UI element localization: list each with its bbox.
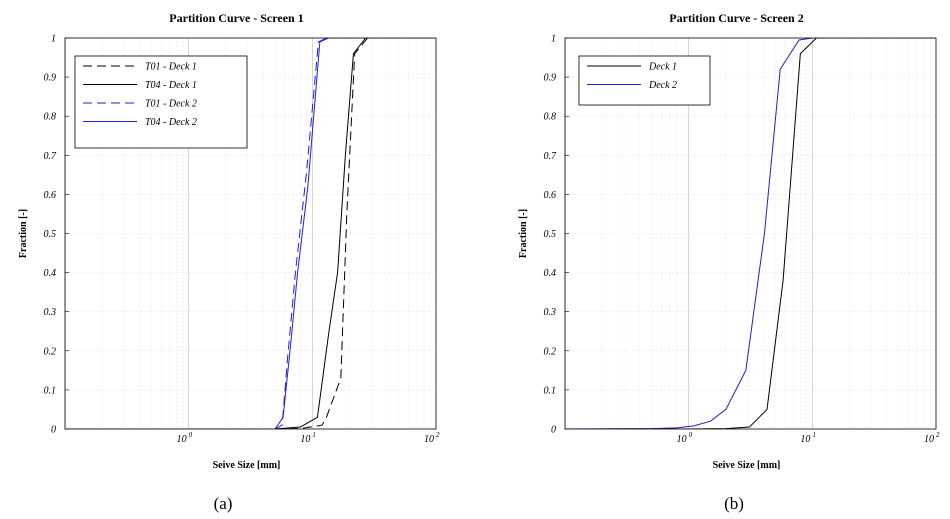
x-tick-label-exponent: 0 (689, 431, 693, 439)
y-tick-label: 0.3 (44, 307, 57, 318)
y-tick-label: 0.8 (44, 112, 57, 123)
chart-title: Partition Curve - Screen 2 (669, 11, 803, 25)
x-tick-label-exponent: 2 (436, 431, 440, 439)
y-tick-label: 0 (51, 425, 56, 436)
y-tick-label: 0.9 (544, 73, 557, 84)
x-tick-label: 10 (924, 434, 934, 445)
y-tick-label: 0.2 (544, 346, 557, 357)
y-tick-label: 0.3 (544, 307, 557, 318)
x-tick-label-exponent: 1 (812, 431, 816, 439)
y-tick-label: 0.8 (544, 112, 557, 123)
y-axis-label: Fraction [-] (18, 209, 29, 258)
legend-entry-label: T01 - Deck 2 (145, 99, 197, 110)
caption-b: (b) (724, 494, 744, 513)
chart-title: Partition Curve - Screen 1 (169, 11, 303, 25)
y-tick-label: 0.1 (544, 385, 557, 396)
y-tick-label: 0.2 (44, 346, 57, 357)
series-line-t01-deck-1 (65, 38, 436, 429)
y-tick-label: 0.6 (44, 190, 57, 201)
legend: T01 - Deck 1 T04 - Deck 1 T01 - Deck 2 T04 … (74, 55, 248, 149)
y-tick-label: 1 (51, 34, 56, 45)
y-tick-label: 1 (551, 34, 556, 45)
y-tick-label: 0.7 (44, 151, 58, 162)
x-tick-label-exponent: 1 (312, 431, 316, 439)
y-axis-label: Fraction [-] (518, 209, 529, 258)
caption-a: (a) (214, 494, 233, 513)
y-tick-label: 0.9 (44, 73, 57, 84)
x-tick-label: 10 (177, 434, 187, 445)
y-tick-label: 0.5 (44, 229, 57, 240)
series-line-t04-deck-1 (65, 38, 436, 429)
y-tick-label: 0.5 (544, 229, 557, 240)
legend-entry-label: Deck 1 (648, 62, 677, 73)
x-axis-label: Seive Size [mm] (713, 460, 781, 471)
legend-entry-label: T04 - Deck 1 (145, 80, 197, 91)
series-line-deck-2 (565, 38, 936, 429)
y-tick-label: 0.4 (44, 268, 57, 279)
x-tick-label: 10 (677, 434, 687, 445)
x-tick-label-exponent: 2 (936, 431, 940, 439)
legend-box (74, 55, 248, 149)
x-tick-label: 10 (424, 434, 434, 445)
legend: Deck 1 Deck 2 (578, 55, 711, 106)
axes-frame (564, 37, 937, 430)
series-line-t04-deck-2 (65, 38, 436, 429)
y-tick-label: 0.4 (544, 268, 557, 279)
legend-box (578, 55, 711, 106)
series-lines (65, 38, 436, 429)
x-tick-label-exponent: 0 (189, 431, 193, 439)
legend-entry-label: T01 - Deck 1 (145, 62, 197, 73)
series-line-t01-deck-2 (65, 38, 436, 429)
legend-entry-label: Deck 2 (648, 80, 677, 91)
x-axis-label: Seive Size [mm] (213, 460, 281, 471)
y-tick-label: 0.7 (544, 151, 558, 162)
y-tick-label: 0.1 (44, 385, 57, 396)
x-tick-label: 10 (800, 434, 810, 445)
y-tick-label: 0 (551, 425, 556, 436)
legend-entry-label: T04 - Deck 2 (145, 117, 197, 128)
x-tick-label: 10 (300, 434, 310, 445)
y-tick-label: 0.6 (544, 190, 557, 201)
axes-frame (64, 37, 437, 430)
